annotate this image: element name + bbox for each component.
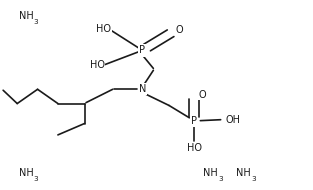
- Text: O: O: [175, 25, 183, 35]
- Text: HO: HO: [96, 25, 111, 34]
- Text: 3: 3: [33, 176, 38, 182]
- Text: P: P: [139, 45, 146, 55]
- Text: P: P: [191, 116, 197, 126]
- Text: NH: NH: [203, 168, 218, 178]
- Text: N: N: [139, 84, 146, 94]
- Text: HO: HO: [187, 143, 202, 154]
- Text: NH: NH: [19, 168, 33, 178]
- Text: HO: HO: [90, 60, 105, 70]
- Text: 3: 3: [251, 176, 256, 182]
- Text: O: O: [199, 90, 206, 100]
- Text: OH: OH: [225, 115, 240, 125]
- Text: NH: NH: [19, 11, 33, 21]
- Text: 3: 3: [218, 176, 223, 182]
- Text: 3: 3: [33, 19, 38, 25]
- Text: NH: NH: [236, 168, 251, 178]
